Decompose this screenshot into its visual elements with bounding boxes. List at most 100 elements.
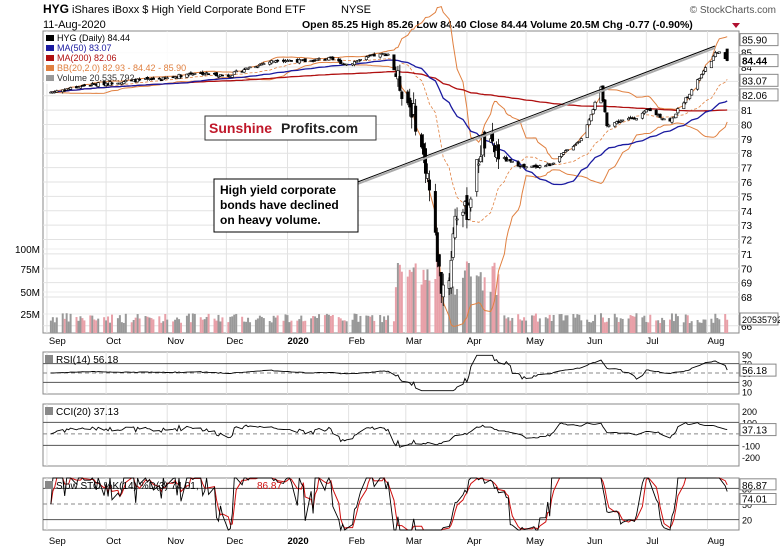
candle-body: [467, 204, 471, 220]
candle-body: [165, 77, 169, 80]
volume-bar: [296, 320, 299, 333]
volume-bar: [475, 275, 478, 333]
volume-bar: [497, 274, 500, 333]
candle-body: [491, 132, 495, 142]
volume-bar: [316, 318, 319, 333]
candle-body: [398, 76, 402, 91]
volume-bar: [592, 321, 595, 333]
price-tick-label: 76: [741, 178, 753, 189]
cci-tick-label: -200: [742, 453, 760, 463]
volume-bar: [274, 317, 277, 333]
volume-bar: [67, 321, 70, 333]
volume-bar: [530, 315, 533, 333]
volume-bar: [185, 315, 188, 333]
candle-body: [504, 157, 508, 162]
candle-body: [392, 54, 396, 71]
x-axis-label-top: May: [526, 336, 544, 347]
volume-bar: [477, 276, 480, 333]
volume-bar: [718, 319, 721, 333]
candle-body: [585, 124, 589, 138]
candle-body: [522, 163, 526, 167]
annotation-line-2: bonds have declined: [220, 198, 339, 212]
volume-tag-box: [739, 312, 779, 326]
candle-body: [575, 142, 579, 145]
volume-bar: [249, 322, 252, 333]
candle-body: [558, 156, 562, 163]
price-tick-label: 85: [741, 49, 753, 60]
price-tick-label: 73: [741, 221, 753, 232]
volume-bar: [534, 313, 537, 333]
ma50-line: [50, 59, 728, 186]
candle-body: [215, 72, 219, 77]
candle-body: [317, 58, 321, 60]
chart-date: 11-Aug-2020: [43, 19, 106, 31]
volume-bar: [392, 321, 395, 333]
volume-bar: [517, 314, 520, 333]
volume-bar: [558, 314, 561, 333]
candle-body: [644, 109, 648, 113]
volume-bar: [282, 320, 285, 333]
candle-body: [627, 117, 631, 121]
volume-bar: [116, 318, 119, 333]
volume-bar: [580, 320, 583, 333]
candle-body: [571, 146, 575, 151]
symbol: HYG: [43, 2, 69, 16]
annotation-box: High yield corporate bonds have declined…: [213, 178, 359, 233]
x-axis-label-top: Sep: [49, 336, 66, 347]
candle-body: [138, 78, 142, 81]
volume-bar: [672, 321, 675, 333]
price-tick-label: 66: [741, 322, 753, 333]
volume-bar: [130, 322, 133, 333]
volume-bar: [659, 322, 662, 333]
volume-bar: [83, 320, 86, 333]
volume-bar: [162, 321, 165, 333]
volume-bar: [367, 315, 370, 333]
volume-bar: [434, 279, 437, 333]
volume-tag: 20535792: [742, 315, 780, 325]
volume-bar: [428, 280, 431, 333]
volume-bar: [268, 321, 271, 333]
candle-body: [88, 84, 92, 87]
rsi-tag: 56.18: [742, 366, 767, 377]
price-tag-box: [739, 33, 779, 47]
volume-bar: [566, 315, 569, 333]
volume-bar: [607, 318, 610, 333]
volume-bar: [525, 320, 528, 333]
volume-bar: [663, 320, 666, 333]
x-axis-label-top: Apr: [467, 336, 482, 347]
volume-bar: [219, 321, 222, 333]
cci-panel: [42, 403, 740, 467]
volume-bar: [172, 321, 175, 333]
volume-bar: [51, 317, 54, 333]
volume-bar: [77, 320, 80, 333]
cci-icon: [45, 407, 53, 415]
volume-bar: [329, 316, 332, 333]
volume-bar: [379, 314, 382, 333]
volume-bar: [674, 313, 677, 333]
legend-entry: BB(20,2.0) 82.93 - 84.42 - 85.90: [57, 63, 186, 73]
candle-body: [331, 56, 335, 61]
x-axis-label-top: Mar: [406, 336, 422, 347]
volume-bar: [422, 269, 425, 333]
x-axis-label-bottom: Aug: [707, 536, 724, 547]
candle-body: [725, 48, 729, 61]
volume-bar: [231, 316, 234, 333]
legend-entry: MA(200) 82.06: [57, 53, 117, 63]
volume-bar: [205, 316, 208, 333]
volume-bar: [193, 313, 196, 333]
cci-tag-box: [739, 423, 777, 437]
volume-bar: [341, 320, 344, 333]
volume-bar: [436, 260, 439, 333]
x-axis-label-bottom: Mar: [406, 536, 422, 547]
candle-body: [435, 232, 439, 262]
volume-bar: [599, 313, 602, 333]
volume-bar: [412, 267, 415, 333]
volume-bar: [456, 289, 459, 333]
volume-bar: [138, 318, 141, 333]
price-tick-label: 71: [741, 250, 753, 261]
volume-bar: [696, 319, 699, 333]
candle-body: [550, 163, 554, 166]
x-axis-label-top: Jul: [646, 336, 658, 347]
price-tag-box: [739, 73, 779, 87]
candle-body: [262, 63, 266, 65]
